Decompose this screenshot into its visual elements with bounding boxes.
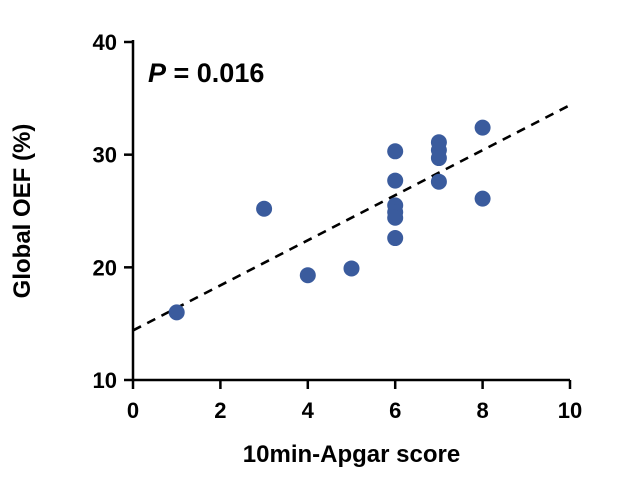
y-axis-label: Global OEF (%)	[9, 124, 36, 299]
data-point	[387, 209, 404, 226]
data-point	[387, 172, 404, 189]
x-tick-label: 4	[302, 398, 315, 423]
y-tick-label: 40	[93, 30, 117, 55]
trend-line	[132, 103, 571, 332]
x-tick-label: 0	[127, 398, 139, 423]
x-axis-label: 10min-Apgar score	[243, 441, 460, 468]
data-point	[430, 173, 447, 190]
data-point	[299, 267, 316, 284]
y-tick-label: 30	[93, 143, 117, 168]
data-point	[474, 119, 491, 136]
data-point	[343, 260, 360, 277]
data-point	[387, 230, 404, 247]
data-point	[387, 143, 404, 160]
x-tick-label: 10	[558, 398, 582, 423]
data-point	[474, 190, 491, 207]
data-point	[256, 200, 273, 217]
x-tick-label: 6	[389, 398, 401, 423]
data-point	[430, 150, 447, 167]
p-value-annotation: P = 0.016	[148, 58, 264, 88]
x-tick-label: 2	[214, 398, 226, 423]
data-point	[168, 304, 185, 321]
y-tick-label: 10	[93, 368, 117, 393]
y-tick-label: 20	[93, 255, 117, 280]
x-tick-label: 8	[476, 398, 488, 423]
